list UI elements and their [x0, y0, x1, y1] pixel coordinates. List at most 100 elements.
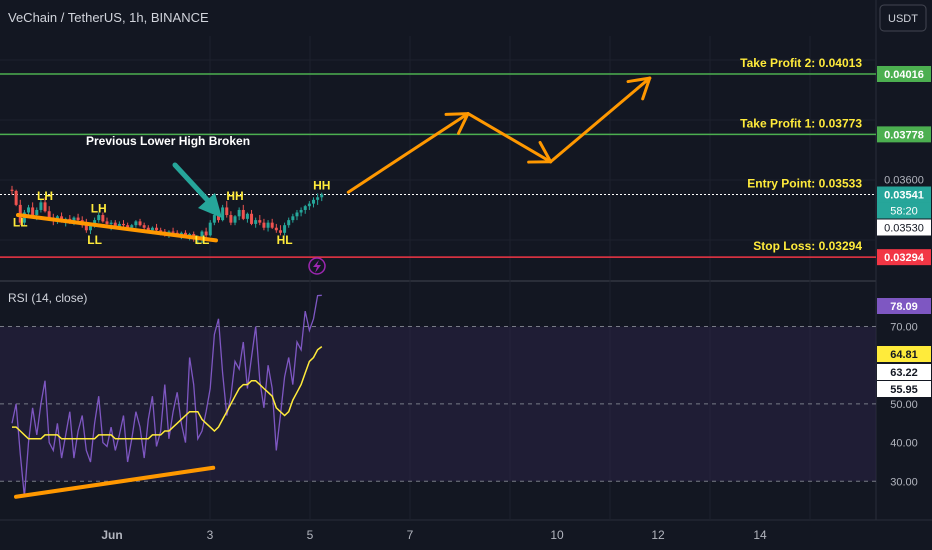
rsi-value-label: 55.95: [890, 384, 918, 396]
candle-body: [229, 215, 233, 223]
candle-body: [39, 202, 43, 210]
candle-body: [105, 221, 109, 224]
rsi-value-box: [877, 346, 931, 362]
candle-body: [291, 216, 295, 221]
time-tick: 3: [207, 528, 214, 542]
candle-body: [155, 227, 159, 231]
candle-body: [258, 220, 262, 223]
rsi-tick: 30.00: [890, 476, 918, 488]
currency-button-frame[interactable]: [879, 4, 927, 32]
candle-body: [311, 199, 315, 204]
rsi-tick: 50.00: [890, 399, 918, 411]
countdown-label: 58:20: [890, 205, 918, 217]
candle-body: [208, 222, 212, 236]
price-tag-label: 0.03294: [884, 252, 925, 264]
candle-body: [299, 209, 303, 213]
rsi-title: RSI (14, close): [8, 291, 87, 305]
candle-body: [307, 203, 311, 207]
candle-body: [204, 231, 208, 236]
candle-body: [130, 225, 134, 228]
candle-body: [233, 216, 237, 223]
candle-body: [217, 215, 220, 221]
rsi-series-line: [12, 346, 323, 440]
projection-arrowhead: [444, 112, 470, 116]
candle-body: [250, 213, 254, 224]
candle-body: [221, 207, 225, 221]
level-label: Stop Loss: 0.03294: [753, 239, 862, 253]
time-axis[interactable]: Jun 3 5 7 10 12 14: [101, 528, 767, 542]
price-tag-label: 0.03778: [884, 129, 924, 141]
price-tick: 0.03600: [884, 175, 924, 187]
rsi-axis[interactable]: 70.00 50.00 40.00 30.00 78.09 64.81 63.22 55.95: [877, 298, 931, 488]
candle-body: [14, 190, 18, 205]
candle-body: [241, 209, 245, 219]
rsi-value-box: [877, 381, 931, 397]
candle-body: [88, 223, 92, 231]
price-tag-box: [877, 186, 931, 203]
secondary-price-box: [877, 219, 931, 236]
currency-button[interactable]: USDT: [888, 13, 918, 25]
structure-label: LL: [195, 233, 210, 247]
price-tag-label: 0.04016: [884, 69, 924, 81]
structure-labels: LH LL LH LL HH LL HL HH: [13, 179, 330, 248]
secondary-price-label: 0.03530: [884, 222, 924, 234]
structure-label: HH: [226, 189, 243, 203]
candle-body: [138, 221, 142, 226]
projection-segment: [549, 76, 652, 164]
candle-body: [266, 222, 270, 228]
candle-body: [126, 225, 130, 228]
structure-label: LL: [87, 233, 102, 247]
price-tag-box: [877, 126, 931, 143]
projection-segment: [466, 112, 553, 164]
candle-body: [303, 206, 307, 210]
rsi-value-label: 78.09: [890, 301, 918, 313]
flash-event-icon[interactable]: [308, 257, 326, 275]
price-axis[interactable]: 0.04016 0.03778 0.03541 0.03294 58:20 0.03530…: [877, 65, 931, 266]
price-tag-box: [877, 65, 931, 82]
candle-body: [274, 227, 278, 231]
candle-body: [142, 225, 146, 228]
candle-body: [212, 215, 216, 223]
candle-body: [47, 211, 51, 218]
candle-body: [72, 217, 76, 223]
projection-arrowhead: [626, 76, 652, 84]
candle-body: [320, 194, 324, 198]
candle-body: [150, 227, 154, 231]
candle-body: [254, 220, 258, 224]
rsi-trendline: [14, 465, 216, 499]
trendline-segment: [16, 213, 218, 243]
candle-body: [287, 220, 291, 226]
structure-label: HL: [277, 233, 293, 247]
rsi-value-label: 64.81: [890, 349, 918, 361]
candle-body: [278, 230, 282, 233]
candle-body: [237, 209, 241, 217]
candle-body: [171, 231, 175, 233]
rsi-band-lines: [0, 326, 876, 482]
candle-body: [283, 225, 287, 233]
projection-arrowhead: [641, 76, 652, 101]
rsi-lines: [11, 294, 323, 497]
rsi-tick: 40.00: [890, 438, 918, 450]
structure-label: HH: [313, 179, 330, 193]
time-tick: 5: [307, 528, 314, 542]
candle-body: [10, 189, 14, 191]
candle-body: [200, 231, 204, 237]
rsi-value-label: 63.22: [890, 367, 918, 379]
time-tick: 14: [753, 528, 767, 542]
candle-body: [262, 222, 266, 228]
candle-body: [31, 207, 35, 216]
time-tick: 12: [651, 528, 665, 542]
candle-body: [43, 202, 47, 212]
price-trendline: [16, 213, 218, 243]
candle-body: [113, 222, 117, 227]
candle-body: [97, 215, 101, 221]
annotation-text: Previous Lower High Broken: [86, 134, 250, 148]
candle-body: [159, 230, 163, 232]
projection-arrow-path: [346, 76, 652, 194]
candle-body: [225, 207, 229, 216]
time-tick: 7: [407, 528, 414, 542]
candle-body: [84, 225, 88, 231]
rsi-value-box: [877, 298, 931, 314]
projection-arrowhead: [457, 112, 470, 135]
